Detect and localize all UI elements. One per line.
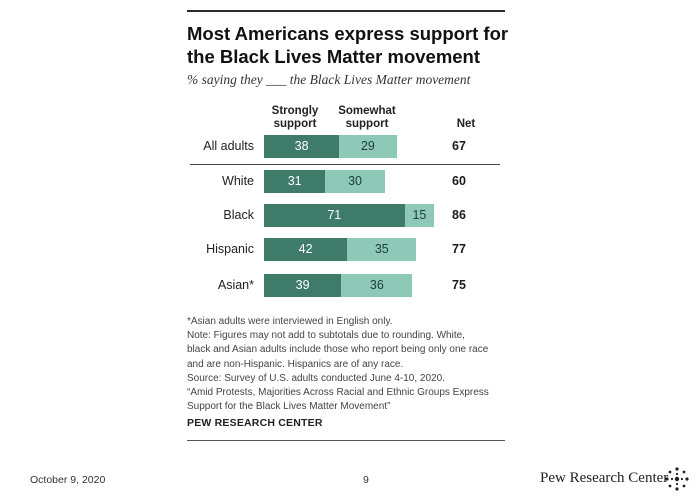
top-rule <box>187 10 505 12</box>
net-value-asian: 75 <box>452 278 466 292</box>
bar-somewhat-support-all-adults: 29 <box>339 135 397 158</box>
chart-subtitle: % saying they ___ the Black Lives Matter… <box>187 72 471 87</box>
category-label-all-adults: All adults <box>203 139 254 153</box>
page-number: 9 <box>363 474 369 486</box>
net-value-black: 86 <box>452 208 466 222</box>
net-value-hispanic: 77 <box>452 242 466 256</box>
bar-strongly-support-white: 31 <box>264 170 326 193</box>
bar-strongly-support-asian: 39 <box>264 274 342 297</box>
note-line: black and Asian adults include those who… <box>187 344 489 356</box>
note-line: Note: Figures may not add to subtotals d… <box>187 330 465 342</box>
note-line: “Amid Protests, Majorities Across Racial… <box>187 387 489 399</box>
note-line: *Asian adults were interviewed in Englis… <box>187 316 393 327</box>
category-label-hispanic: Hispanic <box>206 242 254 256</box>
bar-somewhat-support-asian: 36 <box>341 274 413 297</box>
bar-strongly-support-black: 71 <box>264 204 405 227</box>
header-net: Net <box>456 118 476 130</box>
chart-notes: *Asian adults were interviewed in Englis… <box>187 315 517 414</box>
pew-logo-icon <box>665 467 689 491</box>
note-line: Support for the Black Lives Matter Movem… <box>187 401 391 413</box>
footer-date: October 9, 2020 <box>30 474 106 486</box>
bar-somewhat-support-hispanic: 35 <box>347 238 417 261</box>
footer-brand: Pew Research Center <box>540 470 669 486</box>
bar-strongly-support-hispanic: 42 <box>264 238 348 261</box>
header-somewhat-support: Somewhat support <box>338 105 396 130</box>
note-line: Source: Survey of U.S. adults conducted … <box>187 372 445 384</box>
bar-somewhat-support-black: 15 <box>404 204 435 227</box>
header-strongly-support: Strongly support <box>271 105 319 130</box>
note-line: and are non-Hispanic. Hispanics are of a… <box>187 358 404 370</box>
bar-somewhat-support-white: 30 <box>325 170 385 193</box>
bottom-rule <box>187 440 505 441</box>
bar-strongly-support-all-adults: 38 <box>264 135 340 158</box>
source-brand: PEW RESEARCH CENTER <box>187 417 323 429</box>
net-value-white: 60 <box>452 174 466 188</box>
chart-title: Most Americans express support for the B… <box>187 23 509 67</box>
category-label-asian: Asian* <box>217 278 254 292</box>
net-value-all-adults: 67 <box>452 139 466 153</box>
row-divider <box>190 164 500 165</box>
category-label-black: Black <box>223 208 254 222</box>
category-label-white: White <box>222 174 254 188</box>
